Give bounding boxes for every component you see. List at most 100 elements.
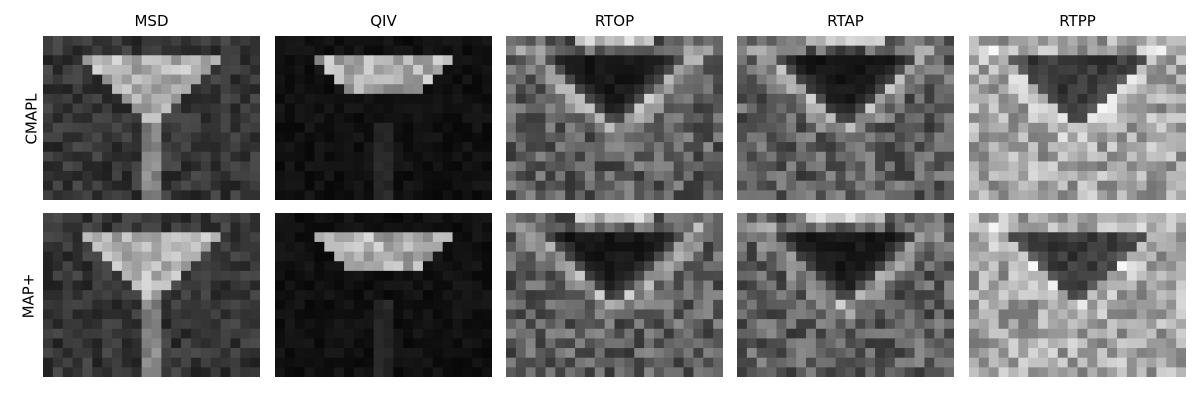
- pixel: [422, 45, 434, 56]
- pixel: [978, 348, 990, 359]
- pixel: [663, 299, 675, 311]
- pixel: [353, 280, 365, 291]
- pixel: [373, 328, 385, 340]
- pixel: [914, 122, 926, 134]
- pixel: [624, 64, 635, 76]
- pixel: [545, 190, 556, 200]
- pixel: [482, 171, 492, 182]
- pixel: [969, 180, 980, 191]
- pixel: [575, 280, 586, 291]
- pixel: [924, 270, 935, 282]
- pixel: [998, 241, 1010, 253]
- pixel: [1018, 290, 1029, 301]
- pixel: [998, 55, 1010, 66]
- pixel: [482, 103, 492, 114]
- pixel: [756, 222, 768, 233]
- pixel: [363, 113, 375, 124]
- pixel: [72, 190, 84, 200]
- pixel: [884, 161, 896, 172]
- pixel: [304, 132, 316, 143]
- pixel: [934, 64, 945, 76]
- pixel: [1028, 122, 1039, 134]
- pixel: [230, 280, 241, 291]
- pixel: [988, 132, 1000, 143]
- pixel: [413, 180, 424, 191]
- pixel: [825, 113, 837, 124]
- pixel: [363, 151, 375, 163]
- pixel: [1028, 357, 1039, 368]
- pixel: [713, 36, 723, 47]
- pixel: [555, 55, 566, 66]
- pixel: [634, 190, 645, 200]
- pixel: [737, 103, 748, 114]
- pixel: [43, 84, 54, 95]
- pixel: [703, 338, 714, 349]
- pixel: [1057, 64, 1069, 76]
- pixel: [575, 213, 586, 224]
- pixel: [1067, 213, 1079, 224]
- pixel: [1126, 348, 1138, 359]
- pixel: [924, 113, 935, 124]
- pixel: [1067, 171, 1079, 182]
- pixel: [250, 290, 260, 301]
- pixel: [482, 190, 492, 200]
- pixel: [472, 367, 483, 377]
- pixel: [845, 64, 856, 76]
- pixel: [614, 290, 625, 301]
- pixel: [190, 93, 202, 105]
- pixel: [978, 299, 990, 311]
- pixel: [422, 290, 434, 301]
- pixel: [545, 309, 556, 320]
- pixel: [565, 55, 576, 66]
- pixel: [131, 36, 143, 47]
- pixel: [703, 161, 714, 172]
- pixel: [1047, 122, 1059, 134]
- pixel: [894, 357, 906, 368]
- pixel: [934, 290, 945, 301]
- pixel: [1097, 299, 1108, 311]
- pixel: [284, 319, 296, 330]
- pixel: [525, 142, 537, 153]
- pixel: [924, 55, 935, 66]
- pixel: [82, 367, 93, 377]
- pixel: [1067, 309, 1079, 320]
- pixel: [171, 132, 182, 143]
- pixel: [1018, 93, 1029, 105]
- pixel: [151, 151, 162, 163]
- pixel: [294, 142, 306, 153]
- pixel: [693, 132, 704, 143]
- pixel: [525, 241, 537, 253]
- pixel: [969, 142, 980, 153]
- pixel: [102, 348, 113, 359]
- pixel: [275, 190, 286, 200]
- pixel: [43, 132, 54, 143]
- pixel: [432, 45, 444, 56]
- pixel: [634, 348, 645, 359]
- pixel: [555, 367, 566, 377]
- pixel: [884, 122, 896, 134]
- pixel: [171, 290, 182, 301]
- pixel: [594, 348, 606, 359]
- pixel: [462, 261, 473, 272]
- pixel: [482, 319, 492, 330]
- pixel: [353, 328, 365, 340]
- pixel: [575, 113, 586, 124]
- pixel: [737, 142, 748, 153]
- pixel: [171, 319, 182, 330]
- pixel: [1166, 36, 1177, 47]
- pixel: [969, 280, 980, 291]
- pixel: [825, 328, 837, 340]
- pixel: [1047, 338, 1059, 349]
- pixel: [1047, 151, 1059, 163]
- pixel: [713, 241, 723, 253]
- pixel: [865, 171, 876, 182]
- pixel: [102, 142, 113, 153]
- pixel: [1166, 357, 1177, 368]
- pixel: [422, 328, 434, 340]
- pixel: [703, 232, 714, 243]
- pixel: [393, 45, 404, 56]
- pixel: [52, 348, 64, 359]
- pixel: [978, 142, 990, 153]
- pixel: [835, 55, 847, 66]
- pixel: [663, 55, 675, 66]
